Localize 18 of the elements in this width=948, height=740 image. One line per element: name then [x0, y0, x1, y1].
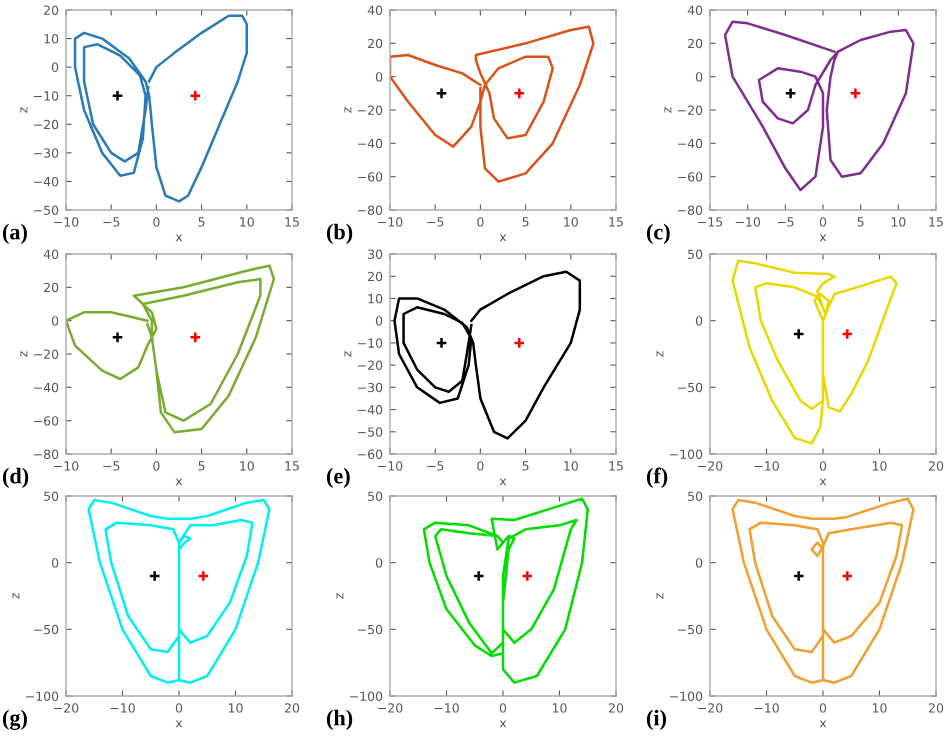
line-series: [723, 20, 915, 192]
text: (f): [646, 467, 668, 488]
line-series: [390, 25, 595, 183]
line-series: [66, 264, 276, 434]
line-series: [731, 259, 898, 445]
text: (i): [646, 709, 666, 730]
line-series: [422, 497, 589, 684]
line-series: [731, 497, 915, 684]
line-series: [87, 498, 271, 684]
text: (a): [2, 223, 27, 244]
line-series: [393, 270, 582, 440]
line-series: [73, 14, 249, 203]
text: (c): [646, 223, 670, 244]
text: (b): [326, 223, 353, 244]
text: (g): [2, 709, 27, 730]
text: (h): [326, 709, 353, 730]
text: (d): [2, 467, 29, 488]
text: (e): [326, 467, 350, 488]
